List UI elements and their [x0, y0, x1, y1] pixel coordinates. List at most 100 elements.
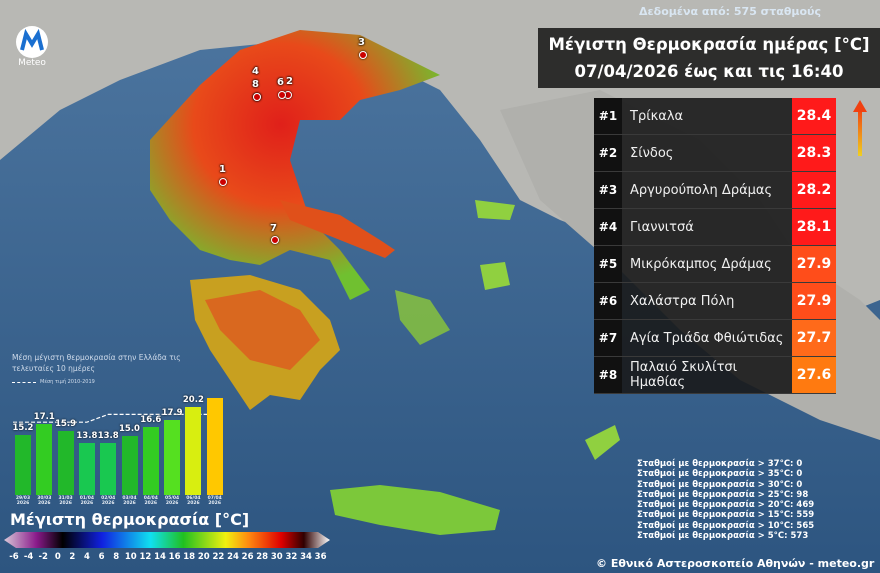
- up-arrow-icon: [853, 100, 867, 156]
- date: 07/04: [207, 496, 222, 501]
- date-label: 02/04 2026: [96, 496, 120, 506]
- marker-label: 6: [277, 77, 284, 88]
- colorbar-tick: 24: [227, 552, 239, 562]
- peloponnese-hot-area: [205, 290, 320, 370]
- date-label: 04/04 2026: [139, 496, 163, 506]
- colorbar-tick: 30: [270, 552, 283, 562]
- bar-value-label: 17.1: [33, 412, 55, 423]
- stat-line: Σταθμοί με θερμοκρασία > 30°C: 0: [637, 479, 803, 490]
- station-name: Μικρόκαμπος Δράμας: [630, 256, 772, 272]
- rank-number: #5: [594, 246, 622, 282]
- date: 01/04: [79, 496, 94, 501]
- stat-line: Σταθμοί με θερμοκρασία > 37°C: 0: [637, 459, 803, 469]
- temperature-value: 28.4: [792, 98, 836, 134]
- marker-label: 1: [219, 164, 226, 175]
- marker-label: 7: [270, 223, 277, 234]
- lesvos: [475, 200, 515, 220]
- marker-label: 8: [252, 79, 259, 90]
- stat-line: Σταθμοί με θερμοκρασία > 15°C: 559: [637, 510, 815, 521]
- date-label: 01/04 2026: [75, 496, 99, 506]
- bar: [142, 427, 159, 495]
- date: 06/04: [186, 496, 201, 501]
- station-stats: Σταθμοί με θερμοκρασία > 37°C: 0 Σταθμοί …: [637, 459, 814, 541]
- year: 2026: [165, 501, 179, 506]
- date-label: 31/03 2026: [54, 496, 78, 506]
- date-label: 06/04 2026: [181, 496, 205, 506]
- date: 05/04: [165, 496, 180, 501]
- colorbar-tick: 34: [300, 552, 312, 562]
- colorbar-tick: 22: [212, 552, 225, 562]
- copyright: © Εθνικό Αστεροσκοπείο Αθηνών - meteo.gr: [596, 557, 875, 570]
- colorbar-tick: 28: [256, 552, 269, 562]
- rank-number: #1: [594, 98, 622, 134]
- temperature-value: 28.1: [792, 209, 836, 245]
- meteo-logo: Meteo: [8, 22, 60, 68]
- stat-line: Σταθμοί με θερμοκρασία > 35°C: 0: [637, 469, 803, 480]
- year: 2026: [123, 501, 136, 506]
- station-name: Σίνδος: [630, 145, 674, 161]
- colorbar-tick: -2: [38, 552, 48, 562]
- ranking-row: #7 Αγία Τριάδα Φθιώτιδας 27.7: [594, 320, 836, 357]
- bar: [185, 407, 202, 495]
- colorbar-tick: 2: [69, 552, 76, 562]
- marker-label: 4: [252, 66, 259, 77]
- evia: [280, 200, 395, 258]
- stat-line: Σταθμοί με θερμοκρασία > 25°C: 98: [637, 489, 809, 500]
- chart-legend: Μέση τιμή 2010-2019: [12, 379, 95, 385]
- date-label: 07/04 2026: [203, 496, 227, 506]
- date: 30/03: [37, 496, 52, 501]
- colorbar-tick: 16: [168, 552, 181, 562]
- station-marker[interactable]: [359, 51, 367, 59]
- bar-value-label: 15.2: [12, 423, 34, 434]
- chart-title: Μέση μέγιστη θερμοκρασία στην Ελλάδα τις…: [12, 353, 181, 373]
- year: 2026: [38, 501, 51, 506]
- rank-number: #3: [594, 172, 622, 208]
- year: 2026: [59, 501, 72, 506]
- temperature-value: 27.9: [792, 283, 836, 319]
- ranking-row: #2 Σίνδος 28.3: [594, 135, 836, 172]
- date: 29/03: [15, 496, 31, 501]
- station-marker[interactable]: [278, 91, 286, 99]
- climatology-dashed-line: [13, 413, 215, 423]
- rank-number: #7: [594, 320, 622, 356]
- colorbar-tick: 36: [314, 552, 327, 562]
- bar: [36, 424, 53, 495]
- bar: [121, 436, 138, 495]
- stat-line: Σταθμοί με θερμοκρασία > 10°C: 565: [637, 520, 815, 531]
- bar: [206, 398, 223, 495]
- temperature-value: 28.3: [792, 135, 836, 171]
- crete: [330, 485, 500, 535]
- year: 2026: [208, 501, 221, 506]
- colorbar-tick: 10: [124, 552, 137, 562]
- bar-value-label: 17.9: [161, 407, 183, 418]
- rank-number: #6: [594, 283, 622, 319]
- temperature-value: 28.2: [792, 172, 836, 208]
- colorbar-tick: 20: [197, 552, 210, 562]
- marker-label: 2: [286, 76, 293, 87]
- ranking-table: #1 Τρίκαλα 28.4 #2 Σίνδος 28.3 #3 Αργυρούπολη Δ…: [594, 98, 836, 394]
- colorbar-tick: 6: [98, 552, 105, 562]
- colorbar-tick: 18: [183, 552, 196, 562]
- colorbar: [4, 532, 330, 548]
- station-marker[interactable]: [271, 236, 279, 244]
- rank-number: #8: [594, 357, 622, 393]
- year: 2026: [80, 501, 94, 506]
- logo-text: Meteo: [18, 58, 46, 68]
- ranking-row: #5 Μικρόκαμπος Δράμας 27.9: [594, 246, 836, 283]
- temperature-value: 27.7: [792, 320, 836, 356]
- station-marker[interactable]: [253, 93, 261, 101]
- colorbar-tick: -6: [9, 552, 19, 562]
- station-marker[interactable]: [219, 178, 227, 186]
- ranking-row: #8 Παλαιό Σκυλίτσι Ημαθίας 27.6: [594, 357, 836, 394]
- bar-value-label: 15.9: [55, 419, 77, 430]
- colorbar-tick: 0: [54, 552, 61, 562]
- colorbar-tick: 12: [139, 552, 152, 562]
- temperature-value: 27.9: [792, 246, 836, 282]
- date: 02/04: [101, 496, 116, 501]
- station-name: Τρίκαλα: [630, 108, 684, 124]
- date: 31/03: [58, 496, 73, 501]
- date: 03/04: [122, 496, 137, 501]
- year: 2026: [101, 501, 115, 506]
- date-label: 05/04 2026: [160, 496, 184, 506]
